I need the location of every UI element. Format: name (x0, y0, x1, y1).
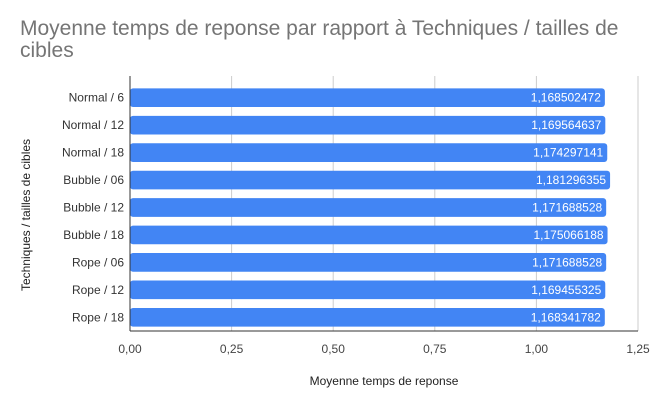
data-label: 1,171688528 (532, 201, 602, 215)
bar (130, 115, 606, 135)
y-axis-label: Techniques / tailles de cibles (19, 138, 33, 292)
bar (130, 170, 611, 190)
bars: 1,168502472 1,169564637 1,174297141 1,18129… (130, 88, 611, 327)
data-label: 1,175066188 (533, 228, 603, 242)
data-label: 1,174297141 (533, 146, 603, 160)
y-tick-label: Bubble / 06 (63, 173, 124, 187)
bar (130, 280, 606, 300)
y-tick-label: Rope / 18 (72, 310, 124, 324)
bar (130, 253, 607, 272)
y-tick-label: Rope / 12 (72, 283, 124, 297)
chart-title: Moyenne temps de reponse par rapport à T… (20, 17, 619, 62)
y-tick-label: Normal / 6 (69, 91, 125, 105)
x-tick-label: 0,75 (423, 342, 447, 356)
data-label: 1,168502472 (531, 91, 601, 105)
x-axis-label: Moyenne temps de reponse (309, 374, 459, 388)
y-tick-label: Bubble / 12 (63, 201, 124, 215)
y-tick-label: Rope / 06 (72, 255, 124, 269)
bar (130, 88, 605, 108)
data-label: 1,171688528 (532, 255, 602, 269)
bar (130, 143, 608, 162)
data-label: 1,168341782 (531, 310, 601, 324)
x-tick-label: 0,00 (118, 342, 142, 356)
bar (130, 198, 607, 217)
data-label: 1,181296355 (536, 173, 606, 187)
data-label: 1,169564637 (531, 118, 601, 132)
y-tick-label: Bubble / 18 (63, 228, 124, 242)
bar (130, 307, 605, 327)
y-tick-label: Normal / 18 (62, 146, 124, 160)
y-tick-label: Normal / 12 (62, 118, 124, 132)
data-label: 1,169455325 (531, 283, 601, 297)
x-tick-label: 0,50 (322, 342, 346, 356)
axes: 0,00 0,25 0,50 0,75 1,00 1,25 Normal / 6 Normal… (62, 76, 650, 356)
x-tick-label: 1,25 (626, 342, 650, 356)
bar (130, 225, 608, 245)
x-tick-label: 0,25 (220, 342, 244, 356)
x-tick-label: 1,00 (525, 342, 549, 356)
